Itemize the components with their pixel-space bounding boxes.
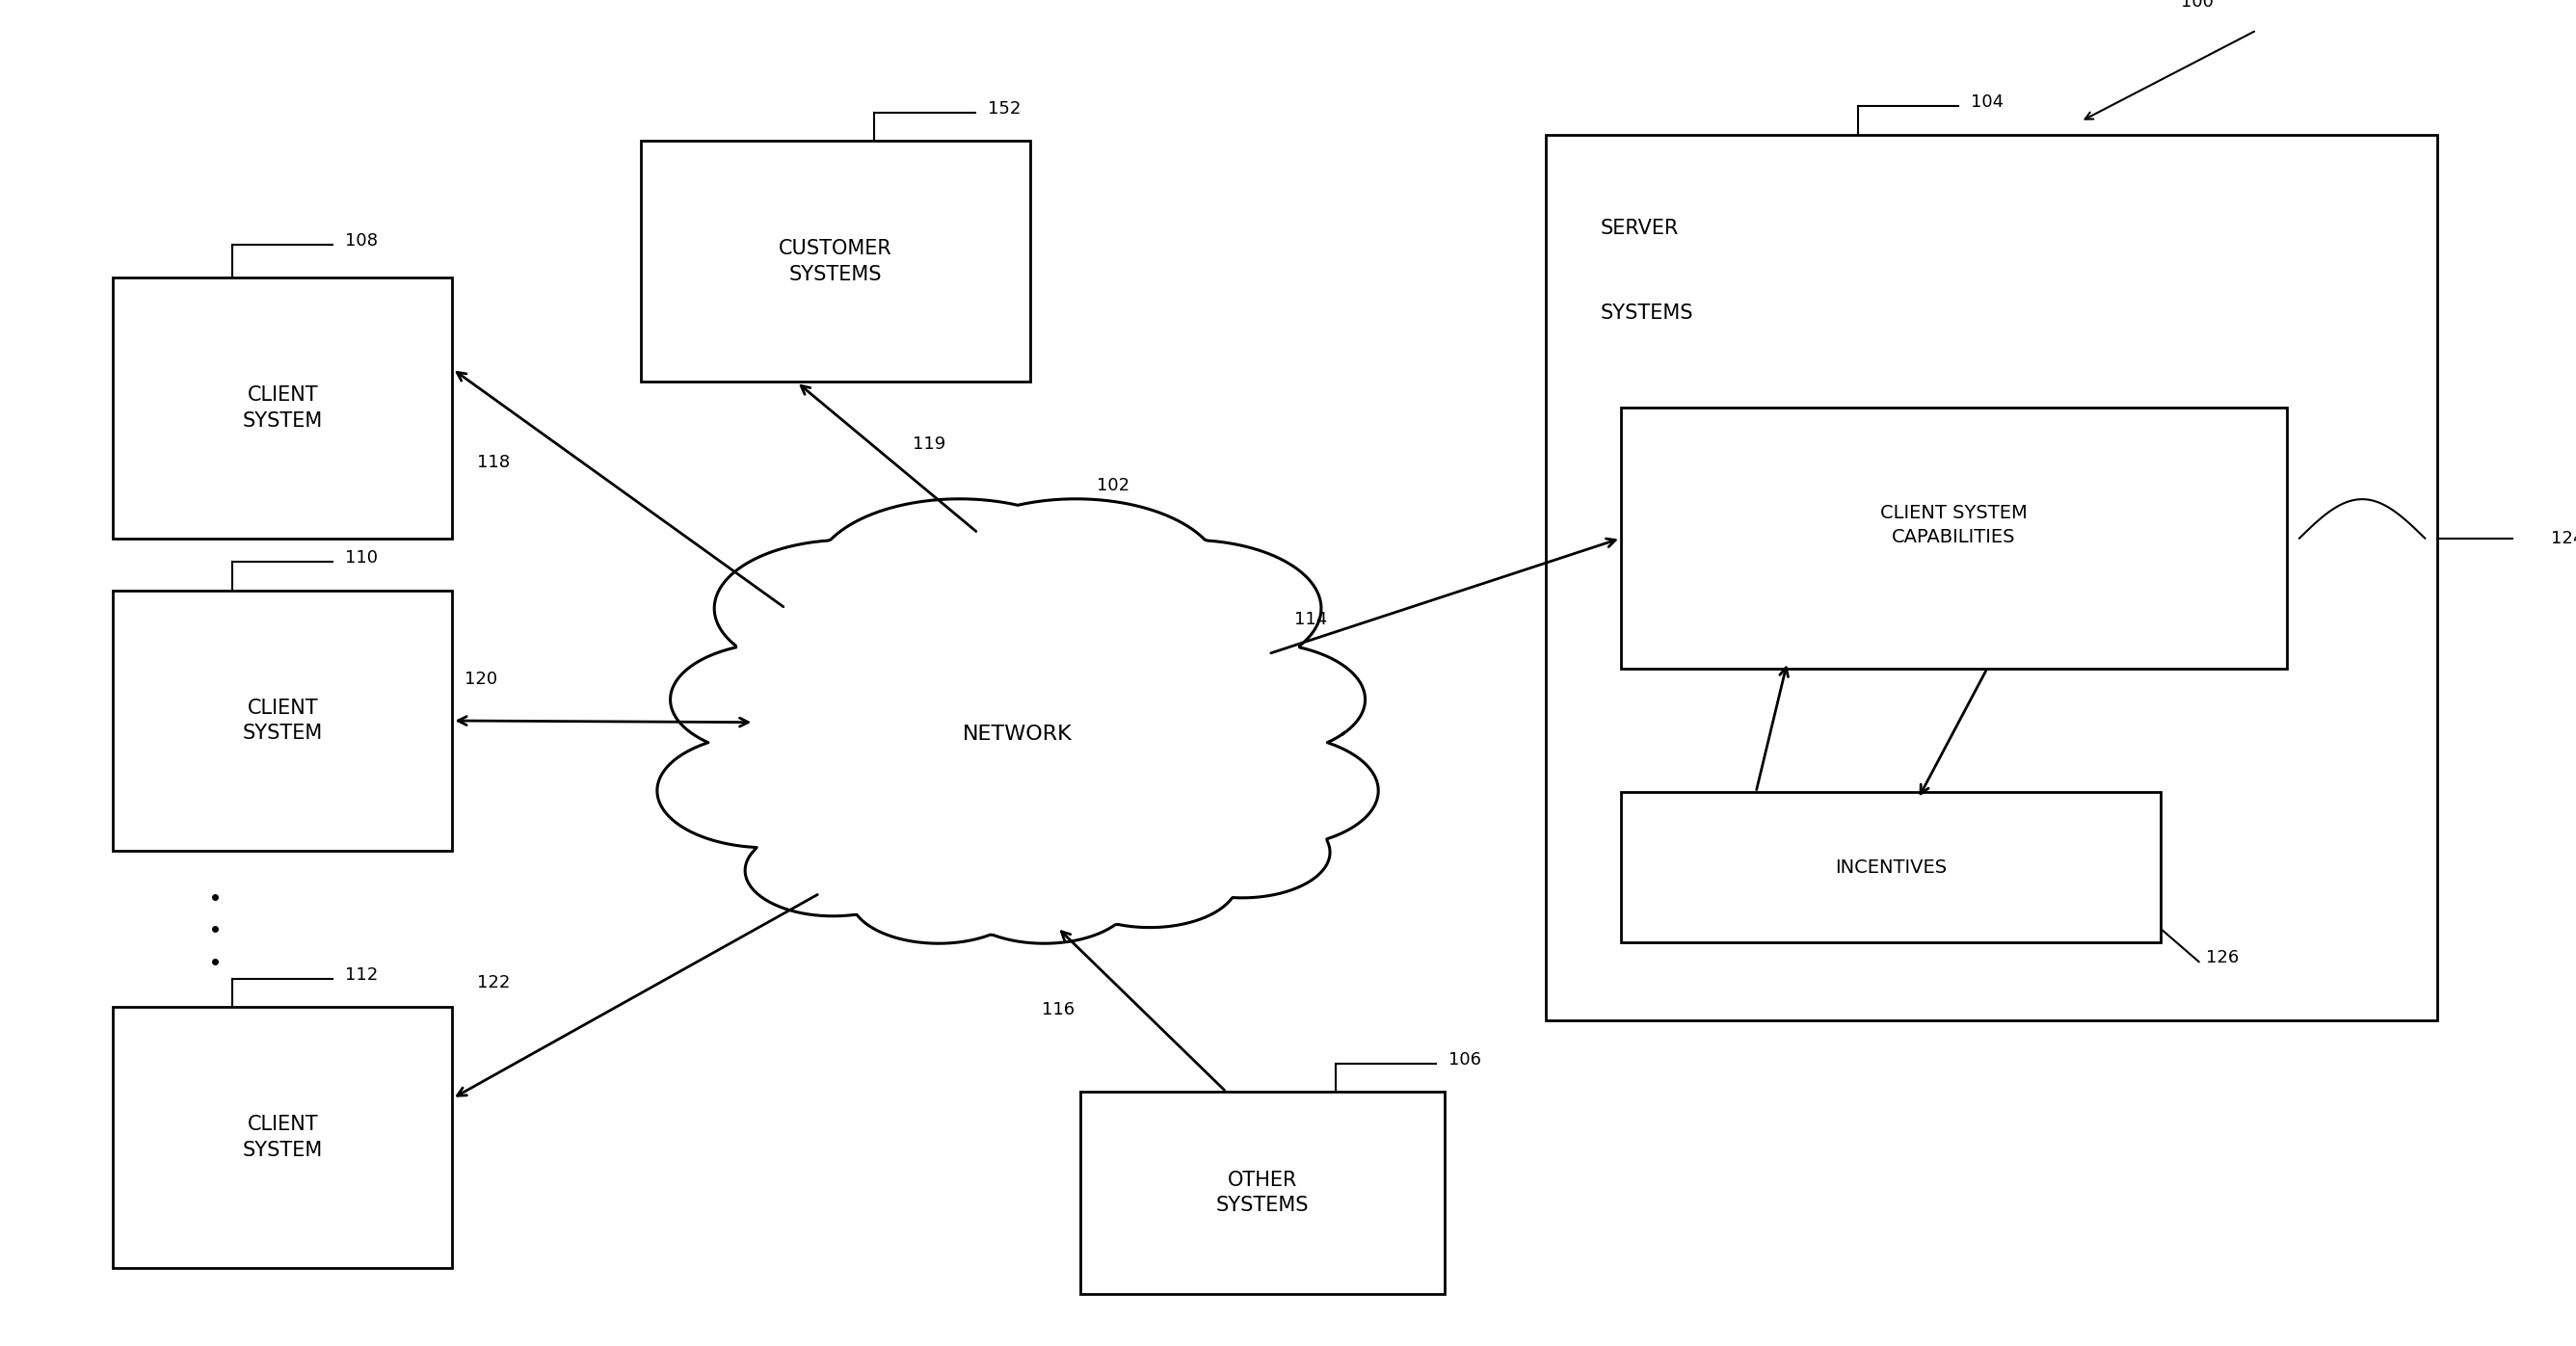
Circle shape (850, 852, 1025, 944)
Text: 106: 106 (1448, 1051, 1481, 1069)
Circle shape (1061, 836, 1236, 927)
Text: 100: 100 (2182, 0, 2213, 11)
Circle shape (1154, 806, 1329, 898)
Circle shape (744, 825, 922, 917)
Text: 102: 102 (1097, 476, 1131, 494)
Bar (1620, 408, 2287, 669)
Circle shape (956, 852, 1131, 944)
Circle shape (714, 540, 979, 677)
Text: 104: 104 (1971, 94, 2004, 110)
Text: 119: 119 (912, 436, 945, 454)
Ellipse shape (742, 563, 1296, 905)
Text: CLIENT
SYSTEM: CLIENT SYSTEM (242, 699, 322, 743)
Bar (641, 141, 1030, 382)
Bar (1620, 793, 2161, 942)
Text: SYSTEMS: SYSTEMS (1600, 304, 1695, 323)
Bar (113, 277, 453, 538)
Circle shape (814, 499, 1105, 649)
Text: 112: 112 (345, 966, 379, 984)
Circle shape (670, 642, 891, 756)
Circle shape (930, 499, 1221, 649)
Text: CUSTOMER
SYSTEMS: CUSTOMER SYSTEMS (778, 240, 891, 284)
Circle shape (1159, 734, 1378, 848)
Text: 122: 122 (477, 975, 510, 992)
Text: 124: 124 (2550, 529, 2576, 546)
Text: 116: 116 (1041, 1001, 1074, 1019)
Bar (1546, 135, 2437, 1020)
Text: 110: 110 (345, 549, 379, 567)
Text: 120: 120 (464, 670, 497, 688)
Bar (113, 1007, 453, 1268)
Text: INCENTIVES: INCENTIVES (1834, 859, 1947, 876)
Circle shape (657, 734, 876, 848)
Text: 126: 126 (2208, 949, 2239, 966)
Text: CLIENT
SYSTEM: CLIENT SYSTEM (242, 386, 322, 431)
Text: 118: 118 (477, 454, 510, 471)
Text: SERVER: SERVER (1600, 219, 1680, 238)
Circle shape (1146, 642, 1365, 756)
Text: CLIENT
SYSTEM: CLIENT SYSTEM (242, 1116, 322, 1160)
Text: 108: 108 (345, 232, 379, 249)
Circle shape (1056, 540, 1321, 677)
Text: NETWORK: NETWORK (963, 724, 1072, 743)
Bar (1079, 1092, 1445, 1294)
Text: OTHER
SYSTEMS: OTHER SYSTEMS (1216, 1171, 1309, 1215)
Bar (113, 591, 453, 851)
Text: CLIENT SYSTEM
CAPABILITIES: CLIENT SYSTEM CAPABILITIES (1880, 503, 2027, 546)
Text: 114: 114 (1293, 611, 1327, 629)
Text: 152: 152 (987, 100, 1020, 117)
